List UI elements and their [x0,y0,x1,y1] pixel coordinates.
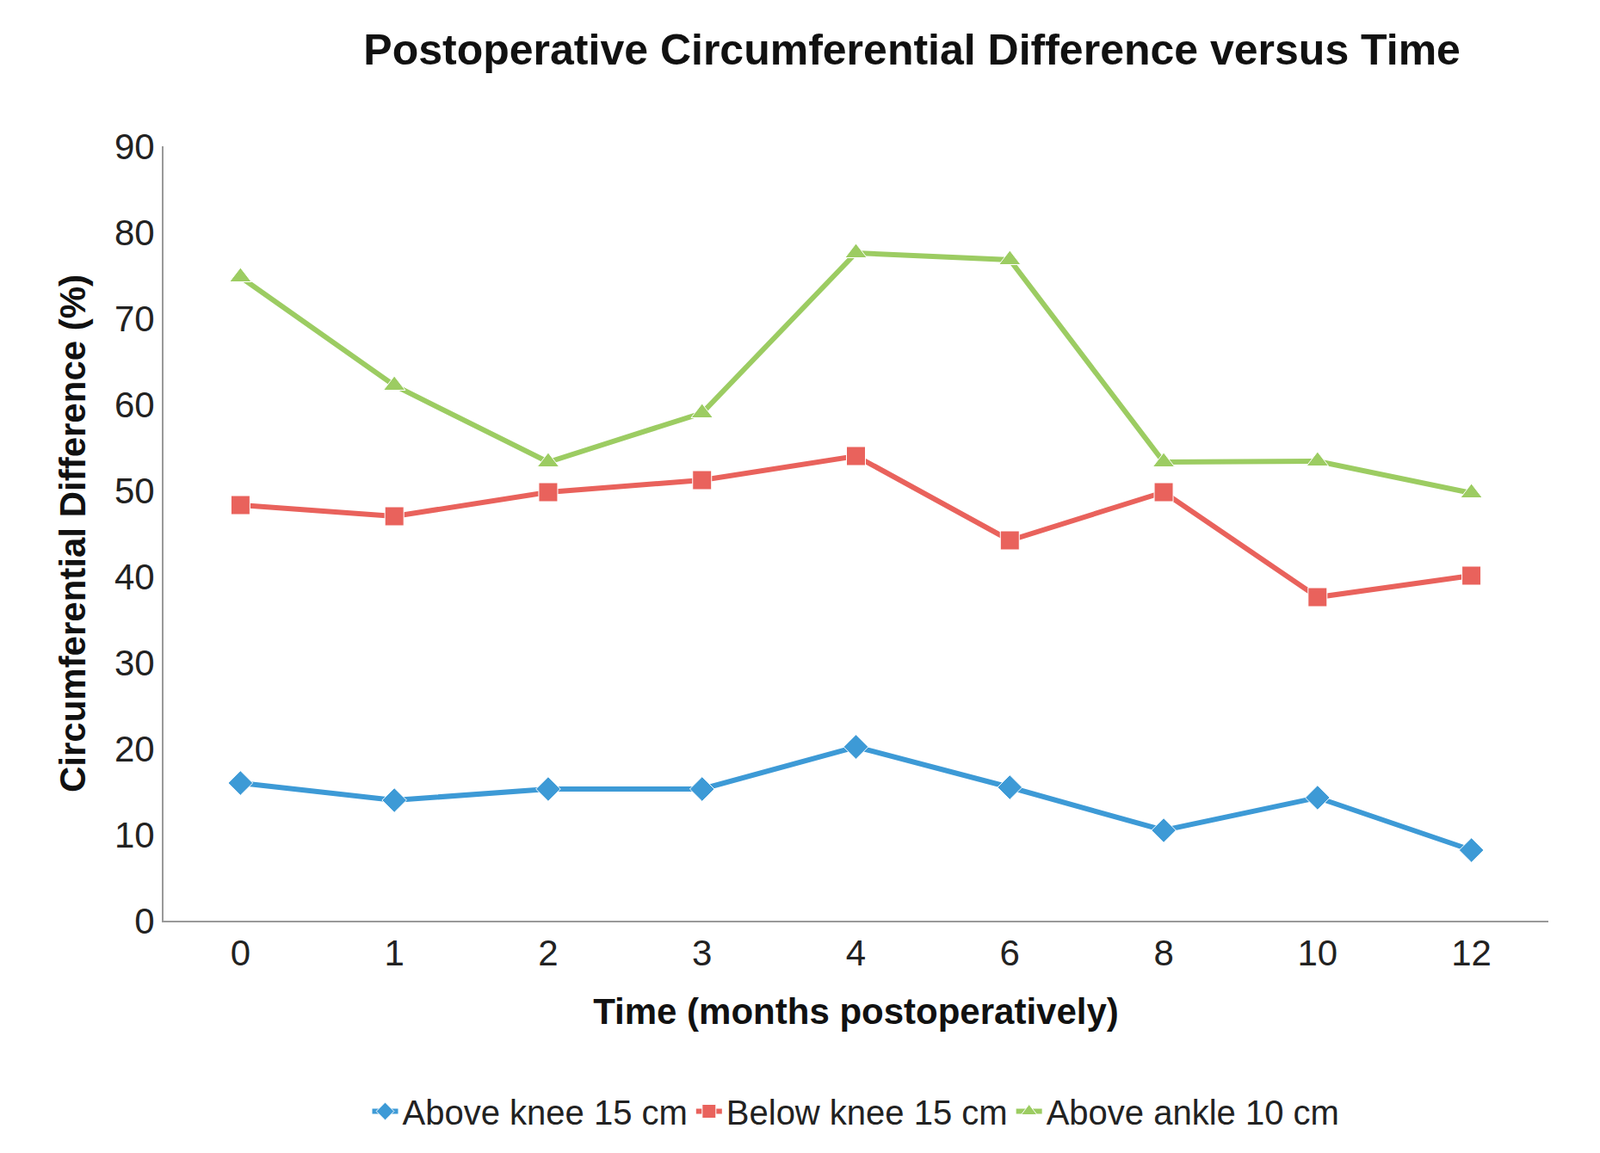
svg-text:Above ankle 10 cm: Above ankle 10 cm [1046,1093,1340,1132]
svg-text:Below knee 15 cm: Below knee 15 cm [726,1093,1008,1132]
svg-text:10: 10 [114,815,155,856]
svg-text:8: 8 [1153,932,1174,974]
svg-text:12: 12 [1451,932,1492,974]
svg-text:Postoperative Circumferential: Postoperative Circumferential Difference… [363,25,1461,75]
svg-text:Time (months postoperatively): Time (months postoperatively) [593,991,1119,1032]
svg-text:30: 30 [114,642,155,684]
svg-text:4: 4 [846,932,866,974]
svg-text:10: 10 [1297,932,1338,974]
svg-text:3: 3 [691,932,712,974]
svg-text:6: 6 [1000,932,1020,974]
svg-text:50: 50 [114,470,155,512]
svg-text:60: 60 [114,384,155,426]
svg-text:80: 80 [114,212,155,254]
svg-text:20: 20 [114,728,155,770]
svg-text:Above knee 15 cm: Above knee 15 cm [402,1093,688,1132]
svg-text:2: 2 [537,932,558,974]
svg-text:70: 70 [114,298,155,340]
svg-text:40: 40 [114,556,155,598]
svg-text:0: 0 [230,932,251,974]
svg-text:Circumferential Difference (%): Circumferential Difference (%) [52,274,93,793]
svg-text:0: 0 [134,901,155,942]
svg-text:1: 1 [383,932,404,974]
svg-text:90: 90 [114,126,155,167]
